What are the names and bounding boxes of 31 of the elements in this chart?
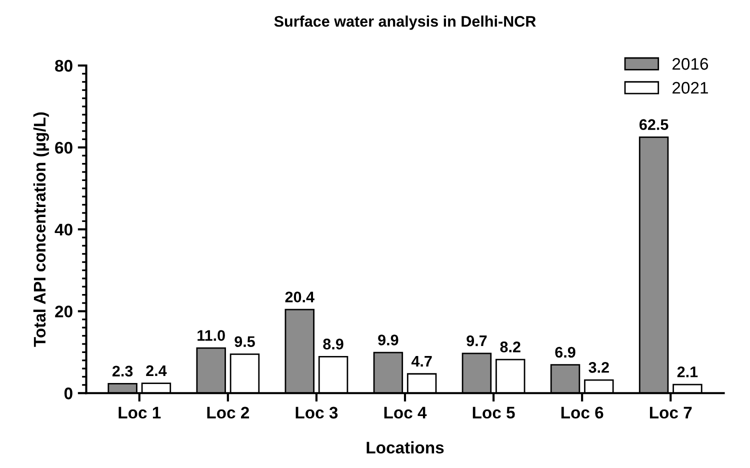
x-tick-label: Loc 2	[207, 406, 250, 419]
data-label: 62.5	[639, 119, 668, 130]
y-tick-label: 20	[55, 306, 72, 318]
x-tick-label: Loc 3	[296, 406, 338, 419]
data-label: 3.2	[588, 362, 609, 373]
data-label: 11.0	[198, 330, 225, 341]
chart-title: Surface water analysis in Delhi-NCR	[274, 16, 536, 30]
data-label: 8.2	[500, 342, 520, 352]
data-label: 2.4	[146, 365, 167, 376]
y-axis-title: Total API concentration (µg/L)	[33, 112, 49, 347]
y-tick-label: 80	[55, 60, 72, 72]
data-label: 9.5	[234, 336, 255, 348]
data-label: 4.7	[411, 356, 432, 367]
data-label: 9.9	[378, 334, 398, 346]
x-axis-title: Locations	[366, 441, 444, 454]
y-tick-label: 0	[64, 388, 72, 400]
x-tick-label: Loc 5	[472, 406, 515, 419]
x-tick-label: Loc 1	[118, 406, 161, 419]
y-tick-label: 60	[55, 142, 72, 154]
legend-label: 2016	[672, 58, 708, 70]
data-label: 6.9	[555, 346, 576, 358]
data-label: 2.1	[677, 366, 698, 378]
x-tick-label: Loc 4	[384, 406, 427, 419]
x-tick-label: Loc 6	[561, 406, 604, 419]
data-label: 9.7	[466, 335, 487, 346]
data-label: 2.3	[112, 366, 133, 377]
data-label: 8.9	[323, 338, 344, 350]
legend-label: 2021	[672, 82, 708, 94]
x-tick-label: Loc 7	[650, 406, 692, 419]
data-label: 20.4	[285, 292, 314, 302]
y-tick-label: 40	[54, 224, 72, 236]
